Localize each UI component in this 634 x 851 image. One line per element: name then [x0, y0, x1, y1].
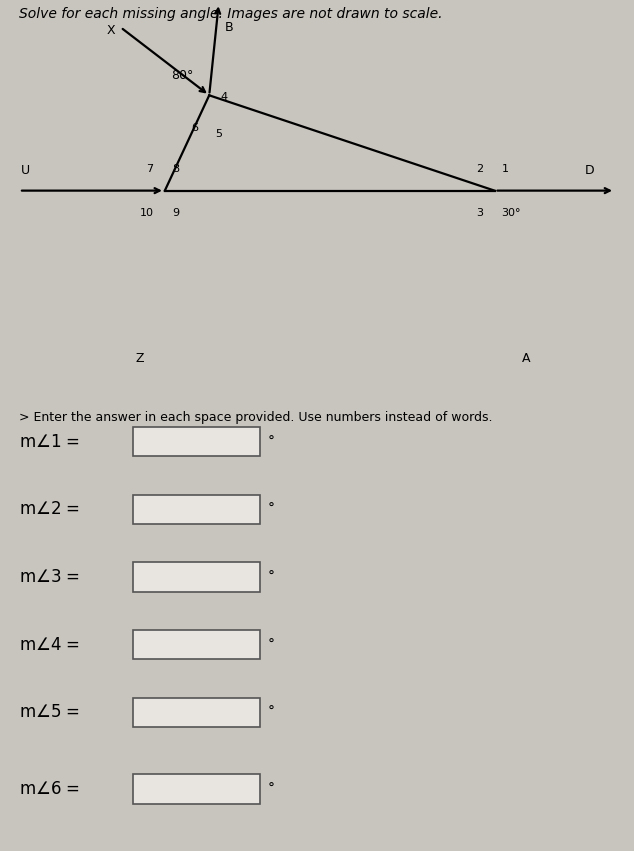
Text: m$\angle$3 =: m$\angle$3 =: [19, 568, 80, 586]
Text: A: A: [522, 352, 531, 365]
Text: °: °: [268, 705, 275, 719]
Text: 2: 2: [476, 163, 483, 174]
Text: 30°: 30°: [501, 208, 521, 218]
FancyBboxPatch shape: [133, 774, 260, 803]
Text: 80°: 80°: [171, 69, 193, 82]
Text: m$\angle$6 =: m$\angle$6 =: [19, 780, 80, 798]
Text: Solve for each missing angle. Images are not drawn to scale.: Solve for each missing angle. Images are…: [19, 7, 443, 20]
FancyBboxPatch shape: [133, 494, 260, 524]
Text: 1: 1: [502, 163, 509, 174]
Text: 6: 6: [191, 123, 198, 133]
Text: Z: Z: [135, 352, 144, 365]
Text: 8: 8: [172, 163, 179, 174]
FancyBboxPatch shape: [133, 563, 260, 591]
Text: m$\angle$4 =: m$\angle$4 =: [19, 636, 80, 654]
Text: °: °: [268, 637, 275, 652]
Text: m$\angle$1 =: m$\angle$1 =: [19, 432, 80, 451]
Text: m$\angle$5 =: m$\angle$5 =: [19, 703, 80, 722]
Text: X: X: [107, 24, 115, 37]
Text: U: U: [21, 164, 30, 177]
Text: 10: 10: [139, 208, 153, 218]
Text: °: °: [268, 782, 275, 796]
Text: m$\angle$2 =: m$\angle$2 =: [19, 500, 80, 518]
Text: 9: 9: [172, 208, 179, 218]
Text: 5: 5: [216, 129, 223, 140]
Text: 7: 7: [146, 163, 153, 174]
Text: B: B: [225, 20, 234, 34]
FancyBboxPatch shape: [133, 630, 260, 660]
FancyBboxPatch shape: [133, 427, 260, 456]
Text: °: °: [268, 502, 275, 517]
Text: 4: 4: [221, 92, 228, 102]
FancyBboxPatch shape: [133, 698, 260, 727]
Text: °: °: [268, 435, 275, 448]
Text: 3: 3: [476, 208, 483, 218]
Text: D: D: [585, 164, 595, 177]
Text: °: °: [268, 570, 275, 584]
Text: > Enter the answer in each space provided. Use numbers instead of words.: > Enter the answer in each space provide…: [19, 411, 493, 425]
